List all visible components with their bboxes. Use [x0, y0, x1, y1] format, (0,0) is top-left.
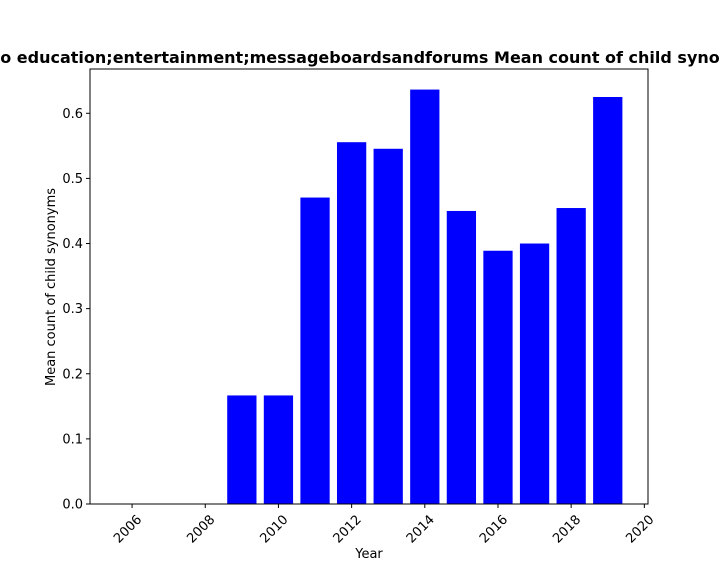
y-tick-label: 0.3	[62, 302, 83, 317]
bar-2019	[593, 97, 623, 504]
bar-2012	[336, 142, 367, 504]
y-tick-label: 0.5	[62, 172, 83, 187]
x-tick-label: 2014	[404, 512, 438, 546]
x-axis: 2006 2008 2010 2012 2014 2016 2018 2020	[111, 504, 657, 546]
y-tick-label: 0.1	[62, 432, 83, 447]
bar-2018	[556, 208, 586, 504]
bar-2015	[446, 210, 477, 505]
y-tick-label: 0.6	[62, 107, 83, 122]
x-tick-label: 2006	[111, 512, 145, 546]
plot-frame	[89, 68, 649, 505]
y-tick-label: 0.0	[62, 498, 83, 513]
bar-2010	[263, 395, 294, 504]
x-tick-label: 2018	[550, 512, 584, 546]
chart-title: o education;entertainment;messageboardsa…	[0, 48, 720, 67]
y-tick-label: 0.2	[62, 367, 83, 382]
x-tick-label: 2020	[623, 512, 657, 546]
x-tick-label: 2012	[331, 512, 365, 546]
x-tick-label: 2008	[184, 512, 218, 546]
y-axis-label: Mean count of child synonyms	[44, 188, 59, 386]
bars-group	[227, 89, 623, 505]
y-tick-label: 0.4	[62, 237, 83, 252]
bar-2016	[483, 250, 513, 504]
bar-2013	[373, 148, 403, 504]
x-tick-label: 2016	[477, 512, 511, 546]
bar-2011	[300, 197, 330, 505]
x-tick-label: 2010	[257, 512, 291, 546]
bar-2009	[227, 395, 257, 504]
bar-2014	[410, 89, 440, 504]
y-axis: 0.0 0.1 0.2 0.3 0.4 0.5 0.6	[62, 107, 90, 513]
x-axis-label: Year	[354, 547, 383, 562]
bar-2017	[519, 243, 550, 504]
